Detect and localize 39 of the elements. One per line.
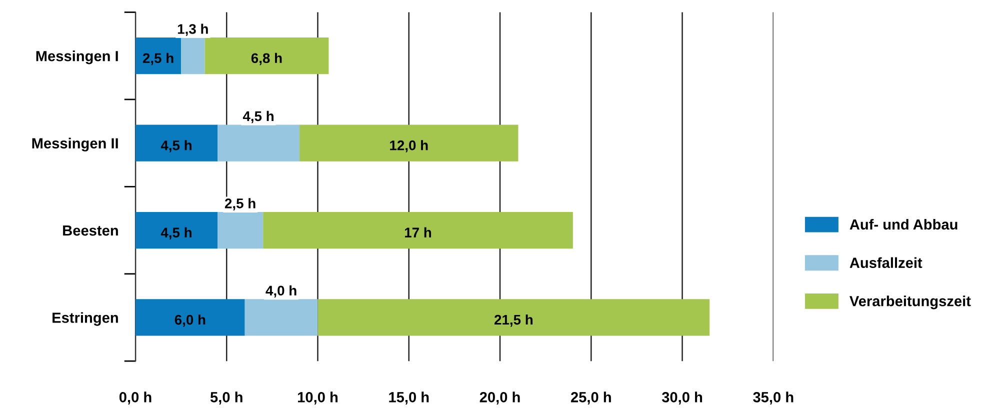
data-label: 2,5 h	[224, 198, 256, 210]
x-tick-label: 25,0 h	[570, 392, 611, 404]
x-tick-label: 15,0 h	[389, 392, 429, 404]
legend-label: Auf- und Abbau	[850, 218, 958, 230]
bar	[218, 212, 264, 249]
bar	[135, 299, 245, 336]
bar	[135, 212, 218, 249]
y-tick-label: Messingen II	[32, 138, 118, 152]
x-tick-label: 30,0 h	[662, 392, 702, 404]
legend-label: Ausfallzeit	[850, 257, 922, 268]
bar	[181, 38, 205, 74]
bar	[204, 38, 329, 74]
bar	[263, 212, 573, 249]
bar	[218, 124, 300, 162]
legend-label: Verarbeitungszeit	[850, 296, 971, 310]
data-label: 21,5 h	[494, 314, 533, 327]
x-tick-label: 20,0 h	[480, 392, 520, 404]
bar	[244, 299, 318, 336]
data-label: 4,0 h	[266, 285, 296, 298]
x-tick-label: 10,0 h	[298, 392, 338, 404]
data-label: 2,5 h	[142, 52, 174, 66]
x-tick-label: 35,0 h	[753, 392, 794, 404]
y-tick-label: Beesten	[63, 226, 118, 236]
bar	[135, 124, 218, 162]
data-label: 6,8 h	[251, 52, 282, 66]
bar	[135, 38, 182, 74]
x-tick-label: 0,0 h	[119, 392, 152, 404]
bar	[318, 299, 710, 336]
data-label: 4,5 h	[160, 227, 192, 240]
y-tick-label: Estringen	[52, 312, 118, 326]
x-tick-label: 5,0 h	[210, 392, 242, 404]
y-tick-label: Messingen I	[36, 50, 118, 64]
bar	[300, 124, 518, 162]
data-label: 4,5 h	[160, 140, 192, 152]
data-label: 1,3 h	[178, 24, 208, 36]
data-label: 6,0 h	[174, 314, 206, 327]
data-label: 17 h	[404, 227, 432, 238]
data-label: 12,0 h	[390, 140, 428, 152]
data-label: 4,5 h	[242, 110, 274, 124]
